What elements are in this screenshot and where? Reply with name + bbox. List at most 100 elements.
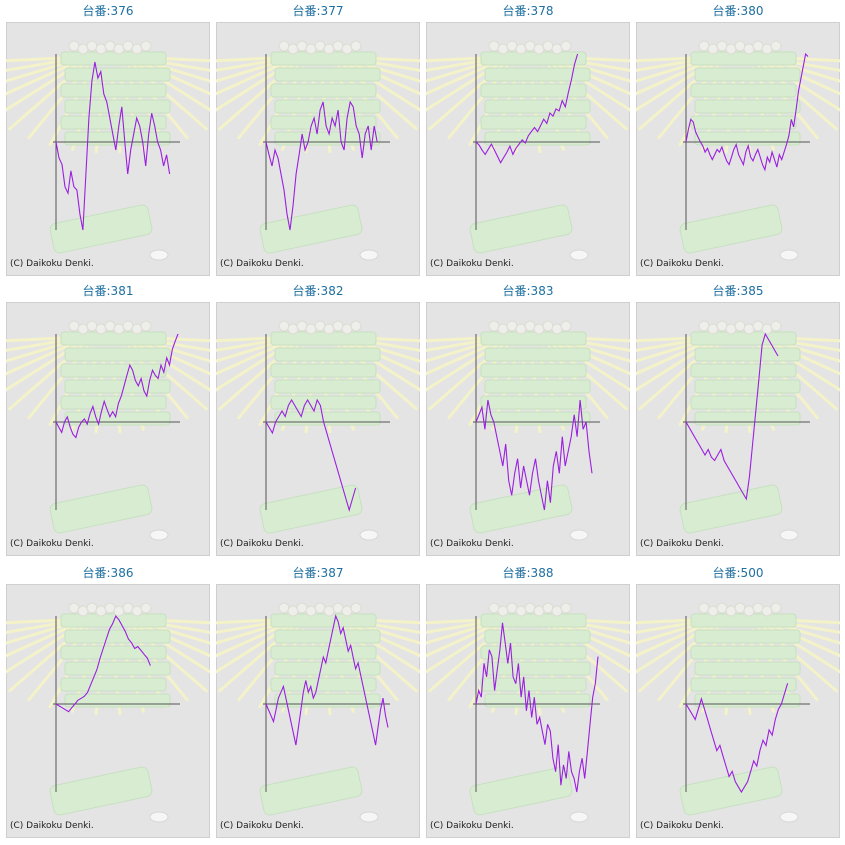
chart-panel: 台番:376 (C) Daikoku Denki.	[6, 0, 210, 276]
chart-panel: 台番:383 (C) Daikoku Denki.	[426, 280, 630, 556]
decorative-ball	[488, 40, 500, 52]
copyright-text: (C) Daikoku Denki.	[640, 259, 724, 269]
decorative-ray	[426, 620, 491, 634]
chart-title[interactable]: 台番:382	[292, 284, 344, 298]
decorative-ray	[636, 341, 706, 376]
decorative-ball	[113, 43, 125, 55]
decorative-box	[484, 661, 591, 676]
decorative-ray	[143, 59, 210, 83]
decorative-coin	[149, 249, 169, 261]
decorative-ball	[86, 40, 98, 52]
decorative-ball	[314, 320, 326, 332]
copyright-text: (C) Daikoku Denki.	[640, 821, 724, 831]
chart-title[interactable]: 台番:376	[82, 4, 134, 18]
decorative-ball	[122, 602, 134, 614]
decorative-ray	[6, 339, 73, 363]
decorative-ball	[86, 602, 98, 614]
decorative-ray	[426, 336, 490, 343]
decorative-ray	[353, 621, 420, 645]
chart-title[interactable]: 台番:388	[502, 566, 554, 580]
decorative-tray	[679, 484, 783, 534]
decorative-ball	[287, 323, 299, 335]
decorative-ray	[6, 623, 76, 658]
chart-title[interactable]: 台番:500	[712, 566, 764, 580]
chart-title[interactable]: 台番:378	[502, 4, 554, 18]
decorative-ray	[216, 339, 283, 363]
chart-title[interactable]: 台番:381	[82, 284, 134, 298]
decorative-ball	[497, 43, 509, 55]
decorative-ball	[698, 40, 710, 52]
decorative-ball	[752, 602, 764, 614]
decorative-box	[484, 693, 591, 708]
decorative-ray	[773, 59, 840, 83]
decorative-box	[694, 661, 801, 676]
decorative-ball	[533, 605, 545, 617]
decorative-ball	[341, 43, 353, 55]
decorative-box	[690, 331, 797, 346]
chart-title[interactable]: 台番:380	[712, 4, 764, 18]
decorative-ball	[95, 323, 107, 335]
decorative-box	[64, 661, 171, 676]
decorative-ball	[707, 605, 719, 617]
decorative-box	[480, 51, 587, 66]
decorative-coin	[779, 249, 799, 261]
decorative-ray	[426, 338, 491, 352]
decorative-ball	[287, 43, 299, 55]
series-line	[55, 61, 171, 231]
decorative-tray	[469, 204, 573, 254]
decorative-ball	[341, 605, 353, 617]
chart-title[interactable]: 台番:385	[712, 284, 764, 298]
decorative-ray	[6, 59, 73, 83]
chart-panel: 台番:500 (C) Daikoku Denki.	[636, 562, 840, 838]
decorative-coin	[149, 529, 169, 541]
decorative-box	[694, 379, 801, 394]
decorative-ball	[770, 320, 782, 332]
decorative-box	[274, 411, 381, 426]
decorative-ball	[95, 605, 107, 617]
decorative-ball	[278, 40, 290, 52]
decorative-box	[60, 83, 167, 98]
decorative-tray	[49, 766, 153, 816]
chart-title[interactable]: 台番:387	[292, 566, 344, 580]
chart-box: (C) Daikoku Denki.	[426, 302, 630, 556]
decorative-box	[480, 363, 587, 378]
decorative-box	[694, 411, 801, 426]
decorative-ball	[350, 320, 362, 332]
series-line	[55, 333, 179, 439]
decorative-ray	[563, 621, 630, 645]
decorative-ball	[131, 43, 143, 55]
chart-title[interactable]: 台番:386	[82, 566, 134, 580]
chart-title[interactable]: 台番:383	[502, 284, 554, 298]
decorative-coin	[359, 529, 379, 541]
decorative-ball	[140, 320, 152, 332]
decorative-tray	[469, 484, 573, 534]
decorative-box	[694, 67, 801, 82]
decorative-ray	[636, 621, 703, 645]
decorative-coin	[359, 249, 379, 261]
decorative-ball	[104, 602, 116, 614]
decorative-box	[60, 677, 167, 692]
decorative-box	[484, 67, 591, 82]
chart-svg: (C) Daikoku Denki.	[426, 22, 630, 276]
decorative-tray	[679, 766, 783, 816]
decorative-ray	[216, 343, 289, 392]
decorative-box	[480, 395, 587, 410]
decorative-ray	[216, 621, 283, 645]
decorative-ball	[68, 40, 80, 52]
decorative-ray	[6, 338, 71, 352]
decorative-ball	[734, 320, 746, 332]
chart-title[interactable]: 台番:377	[292, 4, 344, 18]
decorative-ball	[77, 323, 89, 335]
decorative-ray	[216, 59, 283, 83]
decorative-tray	[259, 766, 363, 816]
decorative-coin	[569, 529, 589, 541]
chart-box: (C) Daikoku Denki.	[216, 584, 420, 838]
chart-svg: (C) Daikoku Denki.	[6, 584, 210, 838]
decorative-ball	[725, 43, 737, 55]
decorative-coin	[149, 811, 169, 823]
decorative-ray	[6, 61, 76, 96]
decorative-coin	[569, 811, 589, 823]
decorative-ray	[636, 338, 701, 352]
copyright-text: (C) Daikoku Denki.	[10, 259, 94, 269]
decorative-ray	[636, 59, 703, 83]
